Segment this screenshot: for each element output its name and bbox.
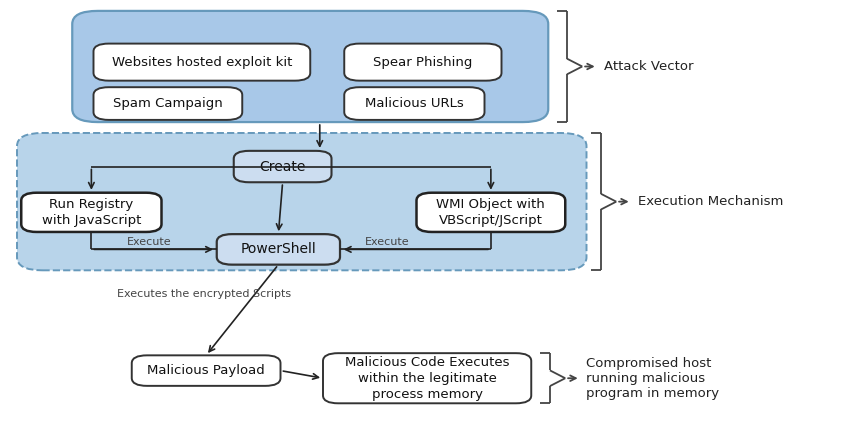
Text: Execution Mechanism: Execution Mechanism <box>638 195 783 208</box>
FancyBboxPatch shape <box>416 193 565 232</box>
Text: Execute: Execute <box>365 237 409 247</box>
FancyBboxPatch shape <box>72 11 548 122</box>
Text: Attack Vector: Attack Vector <box>604 60 693 73</box>
Text: Executes the encrypted Scripts: Executes the encrypted Scripts <box>117 290 291 299</box>
Text: Spam Campaign: Spam Campaign <box>113 97 223 110</box>
FancyBboxPatch shape <box>344 87 484 120</box>
FancyBboxPatch shape <box>234 151 332 182</box>
Text: Malicious Code Executes
within the legitimate
process memory: Malicious Code Executes within the legit… <box>345 356 509 401</box>
Text: Websites hosted exploit kit: Websites hosted exploit kit <box>111 56 292 68</box>
Text: Execute: Execute <box>127 237 171 247</box>
Text: Create: Create <box>259 160 306 174</box>
FancyBboxPatch shape <box>94 87 242 120</box>
FancyBboxPatch shape <box>323 353 531 403</box>
FancyBboxPatch shape <box>17 133 586 270</box>
FancyBboxPatch shape <box>94 44 310 81</box>
Text: Malicious URLs: Malicious URLs <box>365 97 464 110</box>
FancyBboxPatch shape <box>132 355 280 386</box>
Text: Run Registry
with JavaScript: Run Registry with JavaScript <box>42 198 141 227</box>
Text: WMI Object with
VBScript/JScript: WMI Object with VBScript/JScript <box>437 198 545 227</box>
Text: Malicious Payload: Malicious Payload <box>147 364 265 377</box>
Text: Spear Phishing: Spear Phishing <box>373 56 473 68</box>
FancyBboxPatch shape <box>344 44 501 81</box>
Text: Compromised host
running malicious
program in memory: Compromised host running malicious progr… <box>586 357 720 400</box>
Text: PowerShell: PowerShell <box>241 242 316 256</box>
FancyBboxPatch shape <box>21 193 162 232</box>
FancyBboxPatch shape <box>217 234 340 265</box>
